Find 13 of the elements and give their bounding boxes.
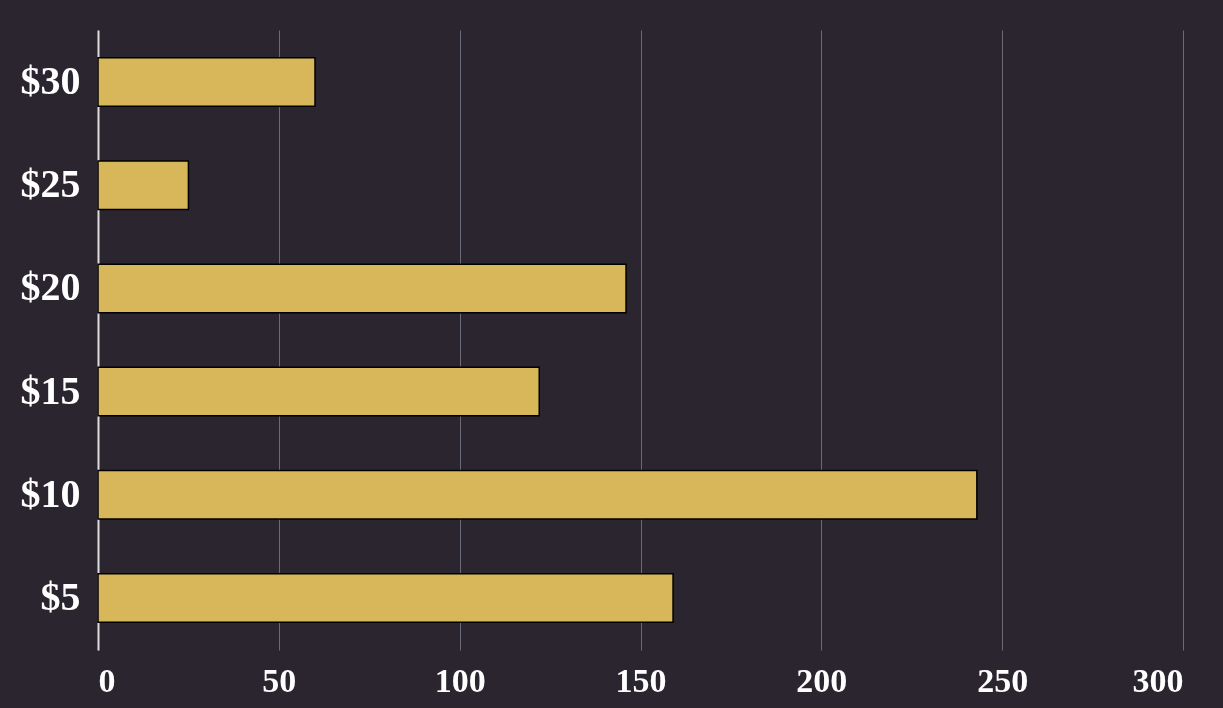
y-tick-label: $10 — [20, 470, 81, 516]
x-tick-label: 50 — [262, 661, 297, 699]
y-tick-label: $30 — [20, 58, 81, 104]
x-tick-label: 300 — [1132, 661, 1184, 699]
y-tick-label: $20 — [20, 264, 81, 310]
y-tick-label: $15 — [20, 367, 81, 413]
x-tick-label: 150 — [615, 661, 667, 699]
x-tick-label: 250 — [977, 661, 1029, 699]
x-tick-label: 100 — [434, 661, 486, 699]
x-tick-label: 200 — [796, 661, 848, 699]
y-tick-label: $5 — [40, 573, 81, 619]
x-tick-label: 0 — [98, 661, 116, 699]
y-tick-label: $25 — [20, 161, 81, 207]
